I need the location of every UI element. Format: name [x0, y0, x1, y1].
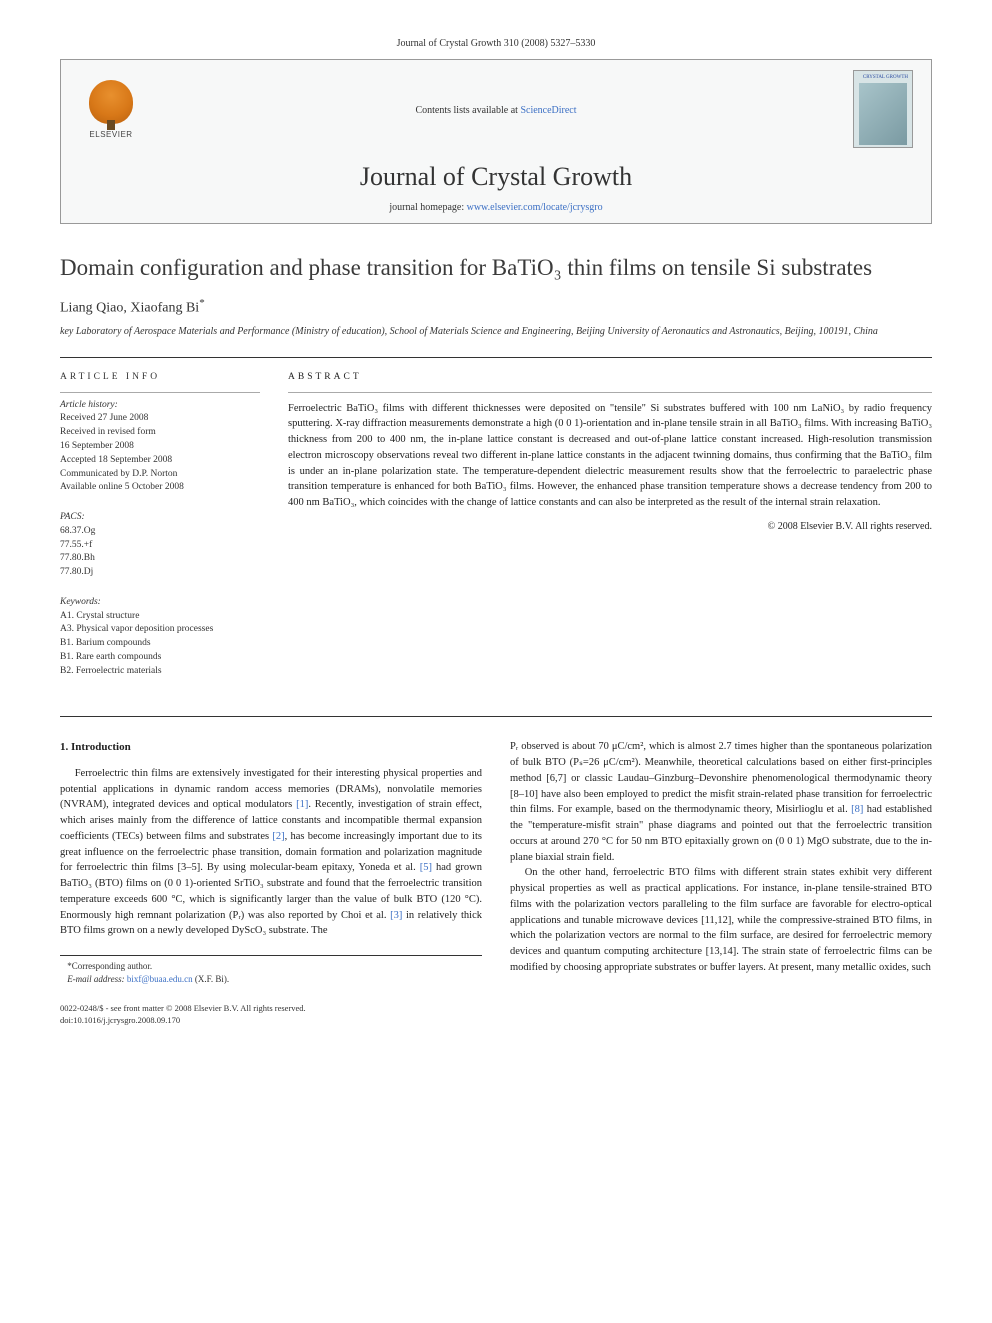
pacs-code: 68.37.Og: [60, 525, 260, 539]
keyword: A3. Physical vapor deposition processes: [60, 623, 260, 637]
paragraph: Pᵣ observed is about 70 μC/cm², which is…: [510, 739, 932, 865]
footnotes: *Corresponding author. E-mail address: b…: [60, 955, 482, 985]
authors-line: Liang Qiao, Xiaofang Bi*: [60, 297, 932, 317]
keyword: A1. Crystal structure: [60, 610, 260, 624]
para-text: On the other hand, ferroelectric BTO fil…: [510, 867, 932, 973]
body-columns: 1. Introduction Ferroelectric thin films…: [60, 716, 932, 985]
corresponding-author-note: *Corresponding author.: [60, 960, 482, 973]
footer-line: 0022-0248/$ - see front matter © 2008 El…: [60, 1003, 932, 1015]
keyword: B1. Barium compounds: [60, 637, 260, 651]
article-title: Domain configuration and phase transitio…: [60, 252, 932, 283]
abstract-heading: abstract: [288, 372, 932, 382]
history-label: Article history:: [60, 399, 260, 413]
article-info-column: article info Article history: Received 2…: [60, 372, 260, 689]
email-label: E-mail address:: [67, 974, 127, 984]
section-heading-1: 1. Introduction: [60, 739, 482, 756]
running-head: Journal of Crystal Growth 310 (2008) 532…: [60, 38, 932, 49]
ref-link[interactable]: [3]: [390, 910, 402, 921]
keywords-label: Keywords:: [60, 596, 260, 610]
history-line: Received in revised form: [60, 426, 260, 440]
homepage-label: journal homepage:: [389, 202, 466, 213]
history-line: Accepted 18 September 2008: [60, 454, 260, 468]
keyword: B2. Ferroelectric materials: [60, 665, 260, 679]
keyword: B1. Rare earth compounds: [60, 651, 260, 665]
abstract-copyright: © 2008 Elsevier B.V. All rights reserved…: [288, 521, 932, 532]
email-who: (X.F. Bi).: [193, 974, 230, 984]
journal-header-box: ELSEVIER Contents lists available at Sci…: [60, 59, 932, 224]
affiliation: key Laboratory of Aerospace Materials an…: [60, 325, 932, 339]
column-left: 1. Introduction Ferroelectric thin films…: [60, 739, 482, 985]
pacs-code: 77.80.Dj: [60, 566, 260, 580]
footer-doi: doi:10.1016/j.jcrysgro.2008.09.170: [60, 1015, 932, 1027]
journal-homepage-line: journal homepage: www.elsevier.com/locat…: [61, 202, 931, 223]
paragraph: Ferroelectric thin films are extensively…: [60, 766, 482, 939]
article-info-heading: article info: [60, 372, 260, 382]
page-footer: 0022-0248/$ - see front matter © 2008 El…: [60, 1003, 932, 1027]
contents-list-line: Contents lists available at ScienceDirec…: [151, 105, 841, 116]
abstract-text: Ferroelectric BaTiO₃ films with differen…: [288, 392, 932, 511]
pacs-code: 77.55.+f: [60, 539, 260, 553]
history-line: 16 September 2008: [60, 440, 260, 454]
email-line: E-mail address: bixf@buaa.edu.cn (X.F. B…: [60, 973, 482, 986]
pacs-label: PACS:: [60, 511, 260, 525]
journal-cover-thumbnail: CRYSTAL GROWTH: [853, 70, 913, 148]
history-line: Available online 5 October 2008: [60, 481, 260, 495]
elsevier-logo: ELSEVIER: [79, 77, 143, 141]
cover-thumb-image: [859, 83, 908, 146]
abstract-column: abstract Ferroelectric BaTiO₃ films with…: [288, 372, 932, 689]
authors: Liang Qiao, Xiaofang Bi: [60, 301, 199, 316]
history-line: Received 27 June 2008: [60, 412, 260, 426]
email-link[interactable]: bixf@buaa.edu.cn: [127, 974, 193, 984]
homepage-link[interactable]: www.elsevier.com/locate/jcrysgro: [467, 202, 603, 213]
elsevier-tree-icon: [89, 80, 133, 124]
pacs-code: 77.80.Bh: [60, 552, 260, 566]
elsevier-label: ELSEVIER: [89, 130, 132, 139]
cover-thumb-label: CRYSTAL GROWTH: [856, 73, 910, 83]
column-right: Pᵣ observed is about 70 μC/cm², which is…: [510, 739, 932, 985]
ref-link[interactable]: [8]: [851, 804, 863, 815]
ref-link[interactable]: [5]: [420, 862, 432, 873]
contents-text: Contents lists available at: [415, 105, 520, 116]
paragraph: On the other hand, ferroelectric BTO fil…: [510, 865, 932, 975]
ref-link[interactable]: [1]: [296, 799, 308, 810]
journal-title: Journal of Crystal Growth: [61, 162, 931, 192]
history-line: Communicated by D.P. Norton: [60, 468, 260, 482]
corresponding-mark: *: [199, 297, 205, 309]
sciencedirect-link[interactable]: ScienceDirect: [520, 105, 576, 116]
ref-link[interactable]: [2]: [272, 831, 284, 842]
